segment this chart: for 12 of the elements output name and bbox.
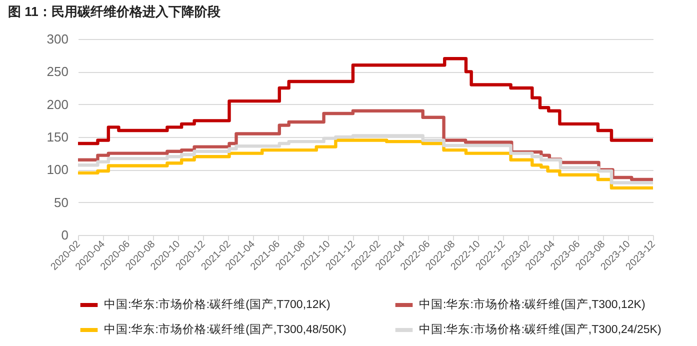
y-tick-label: 200 xyxy=(46,96,68,112)
chart-title: 图 11：民用碳纤维价格进入下降阶段 xyxy=(8,4,222,19)
legend-label: 中国:华东:市场价格:碳纤维(国产,T300,24/25K) xyxy=(419,322,662,336)
y-tick-label: 300 xyxy=(46,32,68,46)
y-tick-label: 150 xyxy=(46,130,68,144)
legend-label: 中国:华东:市场价格:碳纤维(国产,T700,12K) xyxy=(104,297,330,311)
legend-label: 中国:华东:市场价格:碳纤维(国产,T300,48/50K) xyxy=(104,322,346,336)
y-tick-label: 250 xyxy=(46,64,68,80)
y-tick-label: 0 xyxy=(61,228,68,242)
legend-label: 中国:华东:市场价格:碳纤维(国产,T300,12K) xyxy=(419,297,646,311)
y-tick-label: 100 xyxy=(46,162,68,178)
y-tick-label: 50 xyxy=(54,194,68,210)
